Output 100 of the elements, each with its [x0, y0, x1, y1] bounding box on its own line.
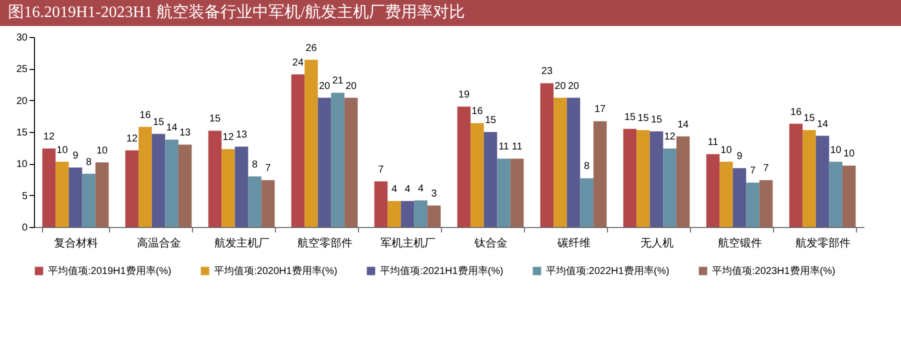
bar	[165, 140, 178, 227]
legend-label: 平均值项:2023H1费用率(%)	[712, 265, 836, 277]
data-label: 12	[222, 132, 234, 144]
bar	[650, 131, 664, 227]
data-label: 7	[265, 163, 272, 174]
data-label: 4	[418, 183, 424, 194]
data-label: 13	[236, 130, 248, 141]
bar	[261, 180, 275, 227]
data-label: 8	[252, 159, 258, 170]
data-label: 24	[292, 57, 304, 68]
y-tick-label: 15	[16, 128, 28, 138]
bar	[457, 106, 471, 227]
data-label: 26	[306, 42, 318, 54]
data-label: 16	[140, 110, 152, 121]
data-label: 7	[763, 163, 770, 174]
data-label: 10	[56, 144, 68, 156]
x-tick-label: 航发零部件	[796, 236, 850, 250]
bar	[331, 92, 344, 227]
legend-label: 平均值项:2021H1费用率(%)	[380, 265, 504, 277]
data-label: 16	[790, 106, 802, 118]
data-label: 10	[96, 145, 108, 156]
data-label: 14	[816, 118, 828, 130]
data-label: 11	[512, 142, 523, 153]
x-tick-label: 军机主机厂	[380, 236, 436, 250]
bar	[374, 181, 388, 227]
data-label: 10	[843, 148, 856, 160]
bar	[759, 180, 773, 227]
data-label: 3	[431, 188, 438, 200]
data-label: 15	[209, 114, 221, 125]
bar	[138, 126, 152, 227]
y-tick-label: 25	[16, 64, 28, 76]
data-label: 11	[498, 142, 510, 153]
bar	[125, 150, 139, 227]
data-label: 14	[677, 119, 690, 130]
bar	[566, 98, 580, 227]
data-label: 8	[86, 156, 92, 168]
bar	[636, 130, 650, 227]
bar	[554, 98, 567, 227]
bar	[706, 154, 720, 227]
data-label: 7	[750, 166, 756, 177]
data-label: 20	[568, 80, 580, 92]
x-tick-label: 航发主机厂	[214, 236, 270, 250]
x-tick-label: 航空零部件	[298, 236, 352, 250]
data-label: 20	[318, 80, 330, 92]
bar	[802, 130, 816, 227]
y-tick-label: 30	[16, 32, 28, 44]
bar	[540, 83, 554, 227]
bar	[470, 123, 484, 227]
data-label: 15	[638, 113, 650, 124]
data-label: 10	[830, 144, 842, 156]
bar	[304, 60, 318, 227]
x-tick-label: 高温合金	[137, 236, 181, 250]
legend-label: 平均值项:2019H1费用率(%)	[48, 265, 172, 277]
data-label: 12	[664, 131, 676, 142]
data-label: 7	[378, 164, 384, 176]
data-label: 15	[624, 112, 636, 123]
x-tick-label: 碳纤维	[556, 236, 590, 250]
bar	[56, 162, 69, 227]
bar	[388, 201, 401, 227]
bar	[720, 162, 733, 227]
bar	[95, 162, 109, 227]
x-tick-label: 无人机	[640, 238, 674, 250]
data-label: 17	[594, 104, 606, 116]
bar	[414, 200, 428, 227]
data-label: 12	[43, 131, 55, 142]
bar	[291, 74, 305, 227]
data-label: 10	[720, 144, 732, 156]
bar	[484, 132, 498, 227]
bar	[178, 144, 192, 227]
data-label: 15	[650, 114, 662, 126]
data-label: 20	[554, 80, 566, 92]
data-label: 9	[72, 150, 79, 162]
y-tick-label: 10	[16, 159, 28, 170]
bar	[318, 98, 332, 227]
bar	[676, 136, 690, 227]
y-tick-label: 20	[16, 96, 28, 107]
bar	[222, 149, 235, 227]
legend-label: 平均值项:2020H1费用率(%)	[214, 265, 338, 277]
y-tick-label: 5	[22, 190, 28, 202]
data-label: 19	[458, 90, 470, 101]
chart-title: 图16.2019H1-2023H1 航空装备行业中军机/航发主机厂费用率对比	[0, 0, 901, 26]
bar	[746, 182, 760, 227]
data-label: 12	[126, 133, 138, 144]
x-tick-label: 航空锻件	[718, 236, 762, 250]
bar	[842, 166, 856, 227]
x-tick-label: 钛合金	[474, 236, 508, 250]
bar	[152, 134, 166, 227]
data-label: 16	[472, 106, 484, 118]
bar	[623, 128, 637, 227]
bar	[789, 124, 803, 227]
bar	[68, 167, 82, 227]
bar	[344, 98, 358, 227]
bar	[208, 130, 222, 227]
bar	[42, 148, 56, 227]
data-label: 13	[179, 128, 192, 139]
bar	[497, 158, 510, 227]
bar	[732, 168, 746, 227]
bar	[593, 121, 607, 227]
data-label: 20	[345, 80, 358, 92]
bar	[427, 205, 441, 227]
